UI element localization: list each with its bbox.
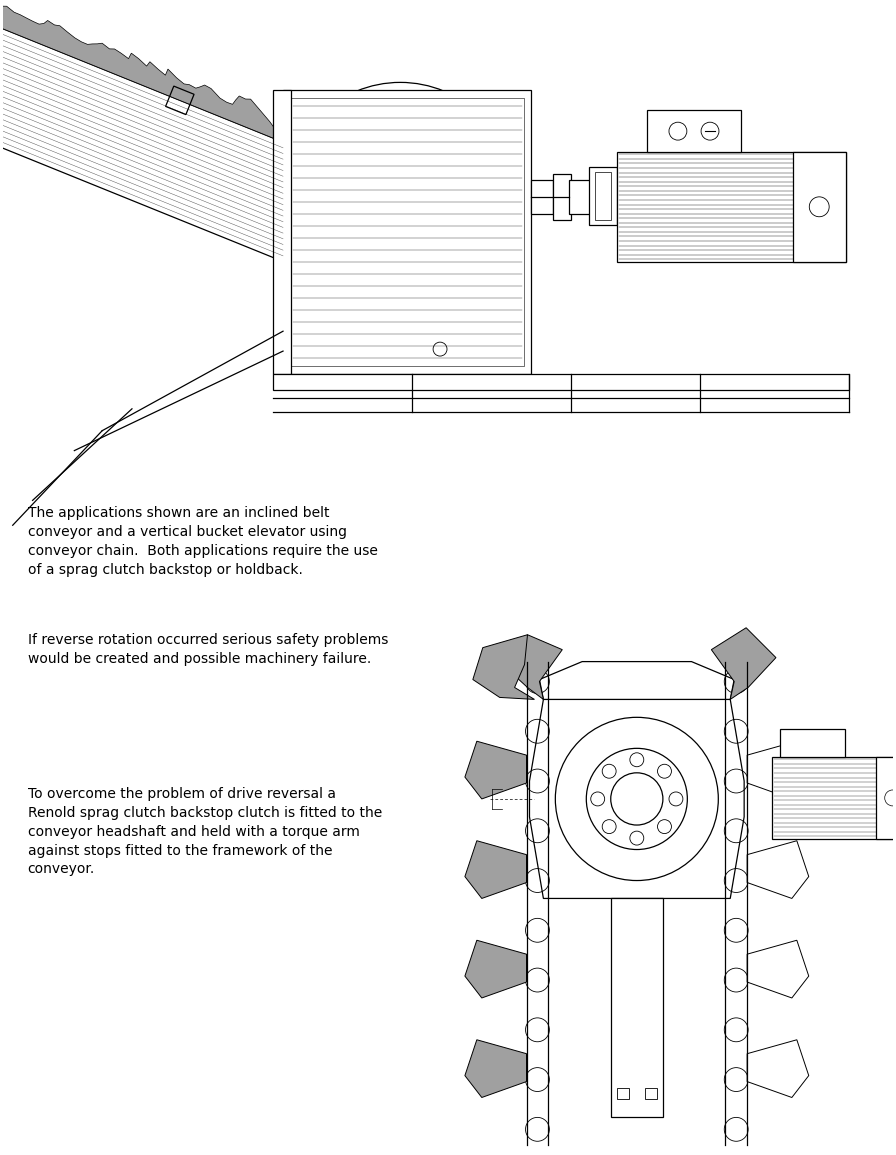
Polygon shape — [465, 1040, 527, 1097]
Bar — [611, 899, 663, 1117]
Bar — [283, 90, 531, 374]
Polygon shape — [465, 940, 527, 998]
Text: The applications shown are an inclined belt
conveyor and a vertical bucket eleva: The applications shown are an inclined b… — [28, 506, 377, 578]
Text: To overcome the problem of drive reversal a
Renold sprag clutch backstop clutch : To overcome the problem of drive reversa… — [28, 787, 382, 877]
Bar — [780, 729, 845, 758]
Polygon shape — [747, 1040, 809, 1097]
Bar — [617, 152, 846, 261]
Bar — [531, 180, 554, 214]
Polygon shape — [747, 742, 809, 799]
Polygon shape — [539, 662, 734, 700]
Polygon shape — [0, 0, 283, 142]
Circle shape — [556, 717, 719, 880]
Polygon shape — [465, 742, 527, 799]
Text: If reverse rotation occurred serious safety problems
would be created and possib: If reverse rotation occurred serious saf… — [28, 633, 388, 665]
Polygon shape — [711, 628, 776, 700]
Polygon shape — [747, 841, 809, 899]
Polygon shape — [503, 635, 563, 700]
Bar — [793, 152, 846, 261]
Bar — [876, 758, 896, 839]
Bar — [647, 110, 741, 152]
Bar — [569, 180, 591, 214]
Bar — [589, 167, 617, 225]
Bar — [554, 174, 572, 219]
Bar — [595, 172, 611, 219]
Bar — [273, 374, 849, 390]
Bar — [645, 1088, 657, 1100]
Bar — [273, 90, 291, 374]
Polygon shape — [530, 700, 745, 899]
Polygon shape — [465, 841, 527, 899]
Bar — [772, 758, 896, 839]
Polygon shape — [473, 635, 534, 700]
Bar — [291, 98, 523, 366]
Bar — [617, 1088, 629, 1100]
Polygon shape — [747, 940, 809, 998]
Polygon shape — [0, 23, 283, 261]
